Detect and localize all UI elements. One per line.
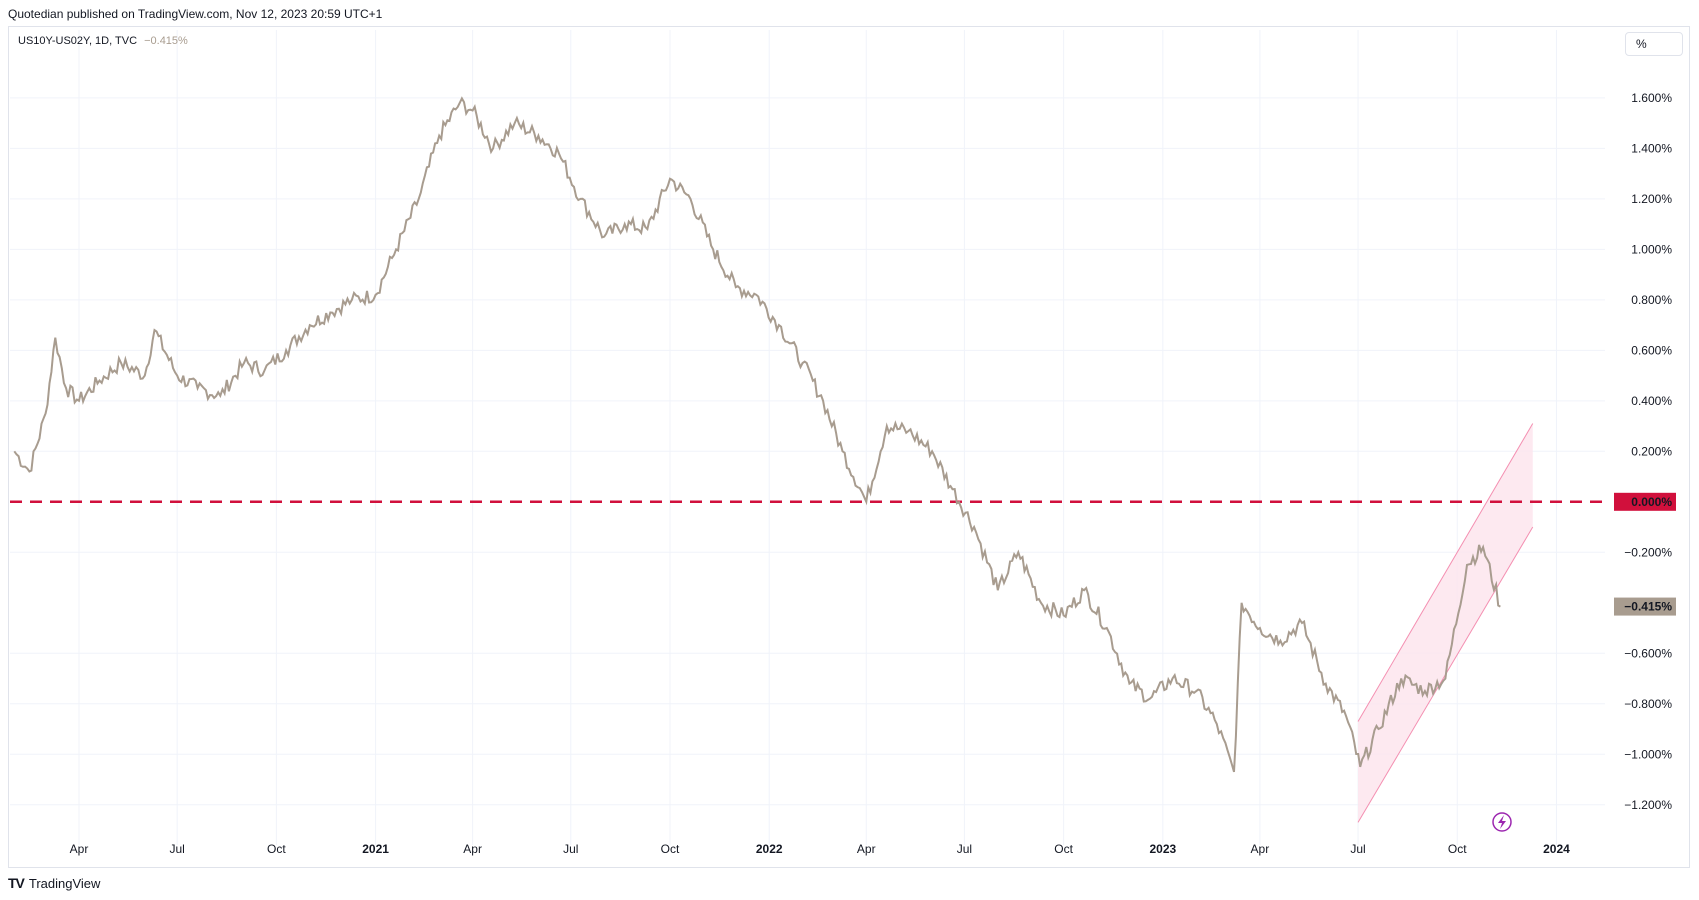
x-tick-label: Oct [661, 842, 680, 856]
percent-scale-button[interactable]: % [1625, 32, 1683, 56]
x-tick-label: Oct [1054, 842, 1073, 856]
chart-frame [8, 26, 1690, 868]
published-info: Quotedian published on TradingView.com, … [8, 7, 383, 21]
x-tick-label: Apr [1251, 842, 1270, 856]
trend-channel[interactable] [1357, 423, 1534, 823]
y-tick-label: 0.000% [1631, 495, 1672, 509]
zero-price-badge [1614, 492, 1676, 511]
x-tick-label: Apr [463, 842, 482, 856]
y-tick-label: 1.000% [1631, 242, 1672, 256]
y-tick-label: −0.800% [1624, 697, 1672, 711]
x-tick-label: Jul [1350, 842, 1365, 856]
y-tick-label: −0.600% [1624, 646, 1672, 660]
x-tick-label: Apr [70, 842, 89, 856]
y-tick-label: −1.000% [1624, 747, 1672, 761]
x-tick-label: Oct [267, 842, 286, 856]
y-axis[interactable]: 1.600% 1.400% 1.200% 1.000% 0.800% 0.600% 0.40… [1614, 91, 1676, 812]
x-tick-label: Apr [857, 842, 876, 856]
x-tick-label: Jul [169, 842, 184, 856]
x-tick-label: 2024 [1543, 842, 1570, 856]
legend-symbol: US10Y-US02Y, 1D, TVC [18, 35, 138, 47]
x-tick-label: Jul [957, 842, 972, 856]
y-tick-label: −0.415% [1624, 600, 1672, 614]
y-tick-label: 1.600% [1631, 91, 1672, 105]
y-tick-label: 1.400% [1631, 141, 1672, 155]
grid-lines [10, 30, 1605, 845]
y-tick-label: 0.200% [1631, 444, 1672, 458]
series-line [13, 96, 1501, 773]
y-tick-label: 1.200% [1631, 192, 1672, 206]
tradingview-logo: TV [8, 875, 25, 891]
channel-fill [1358, 423, 1533, 823]
x-axis[interactable]: Apr Jul Oct 2021 Apr Jul Oct 2022 Apr Jul Oct 2023 A… [70, 842, 1570, 856]
legend-last-value: −0.415% [144, 35, 188, 47]
lightning-icon[interactable] [1492, 812, 1512, 832]
y-tick-label: 0.800% [1631, 293, 1672, 307]
y-tick-label: 0.600% [1631, 343, 1672, 357]
x-tick-label: Oct [1448, 842, 1467, 856]
footer: TV TradingView [8, 873, 100, 893]
y-tick-label: −0.200% [1624, 545, 1672, 559]
x-tick-label: 2023 [1149, 842, 1176, 856]
x-tick-label: 2021 [362, 842, 389, 856]
last-price-badge [1614, 597, 1676, 616]
x-tick-label: 2022 [756, 842, 783, 856]
channel-upper-line[interactable] [1357, 423, 1534, 722]
tradingview-brand: TradingView [28, 875, 101, 891]
x-tick-label: Jul [563, 842, 578, 856]
y-tick-label: −1.200% [1624, 798, 1672, 812]
series-legend: US10Y-US02Y, 1D, TVC −0.415% [18, 35, 188, 47]
y-tick-label: 0.400% [1631, 394, 1672, 408]
